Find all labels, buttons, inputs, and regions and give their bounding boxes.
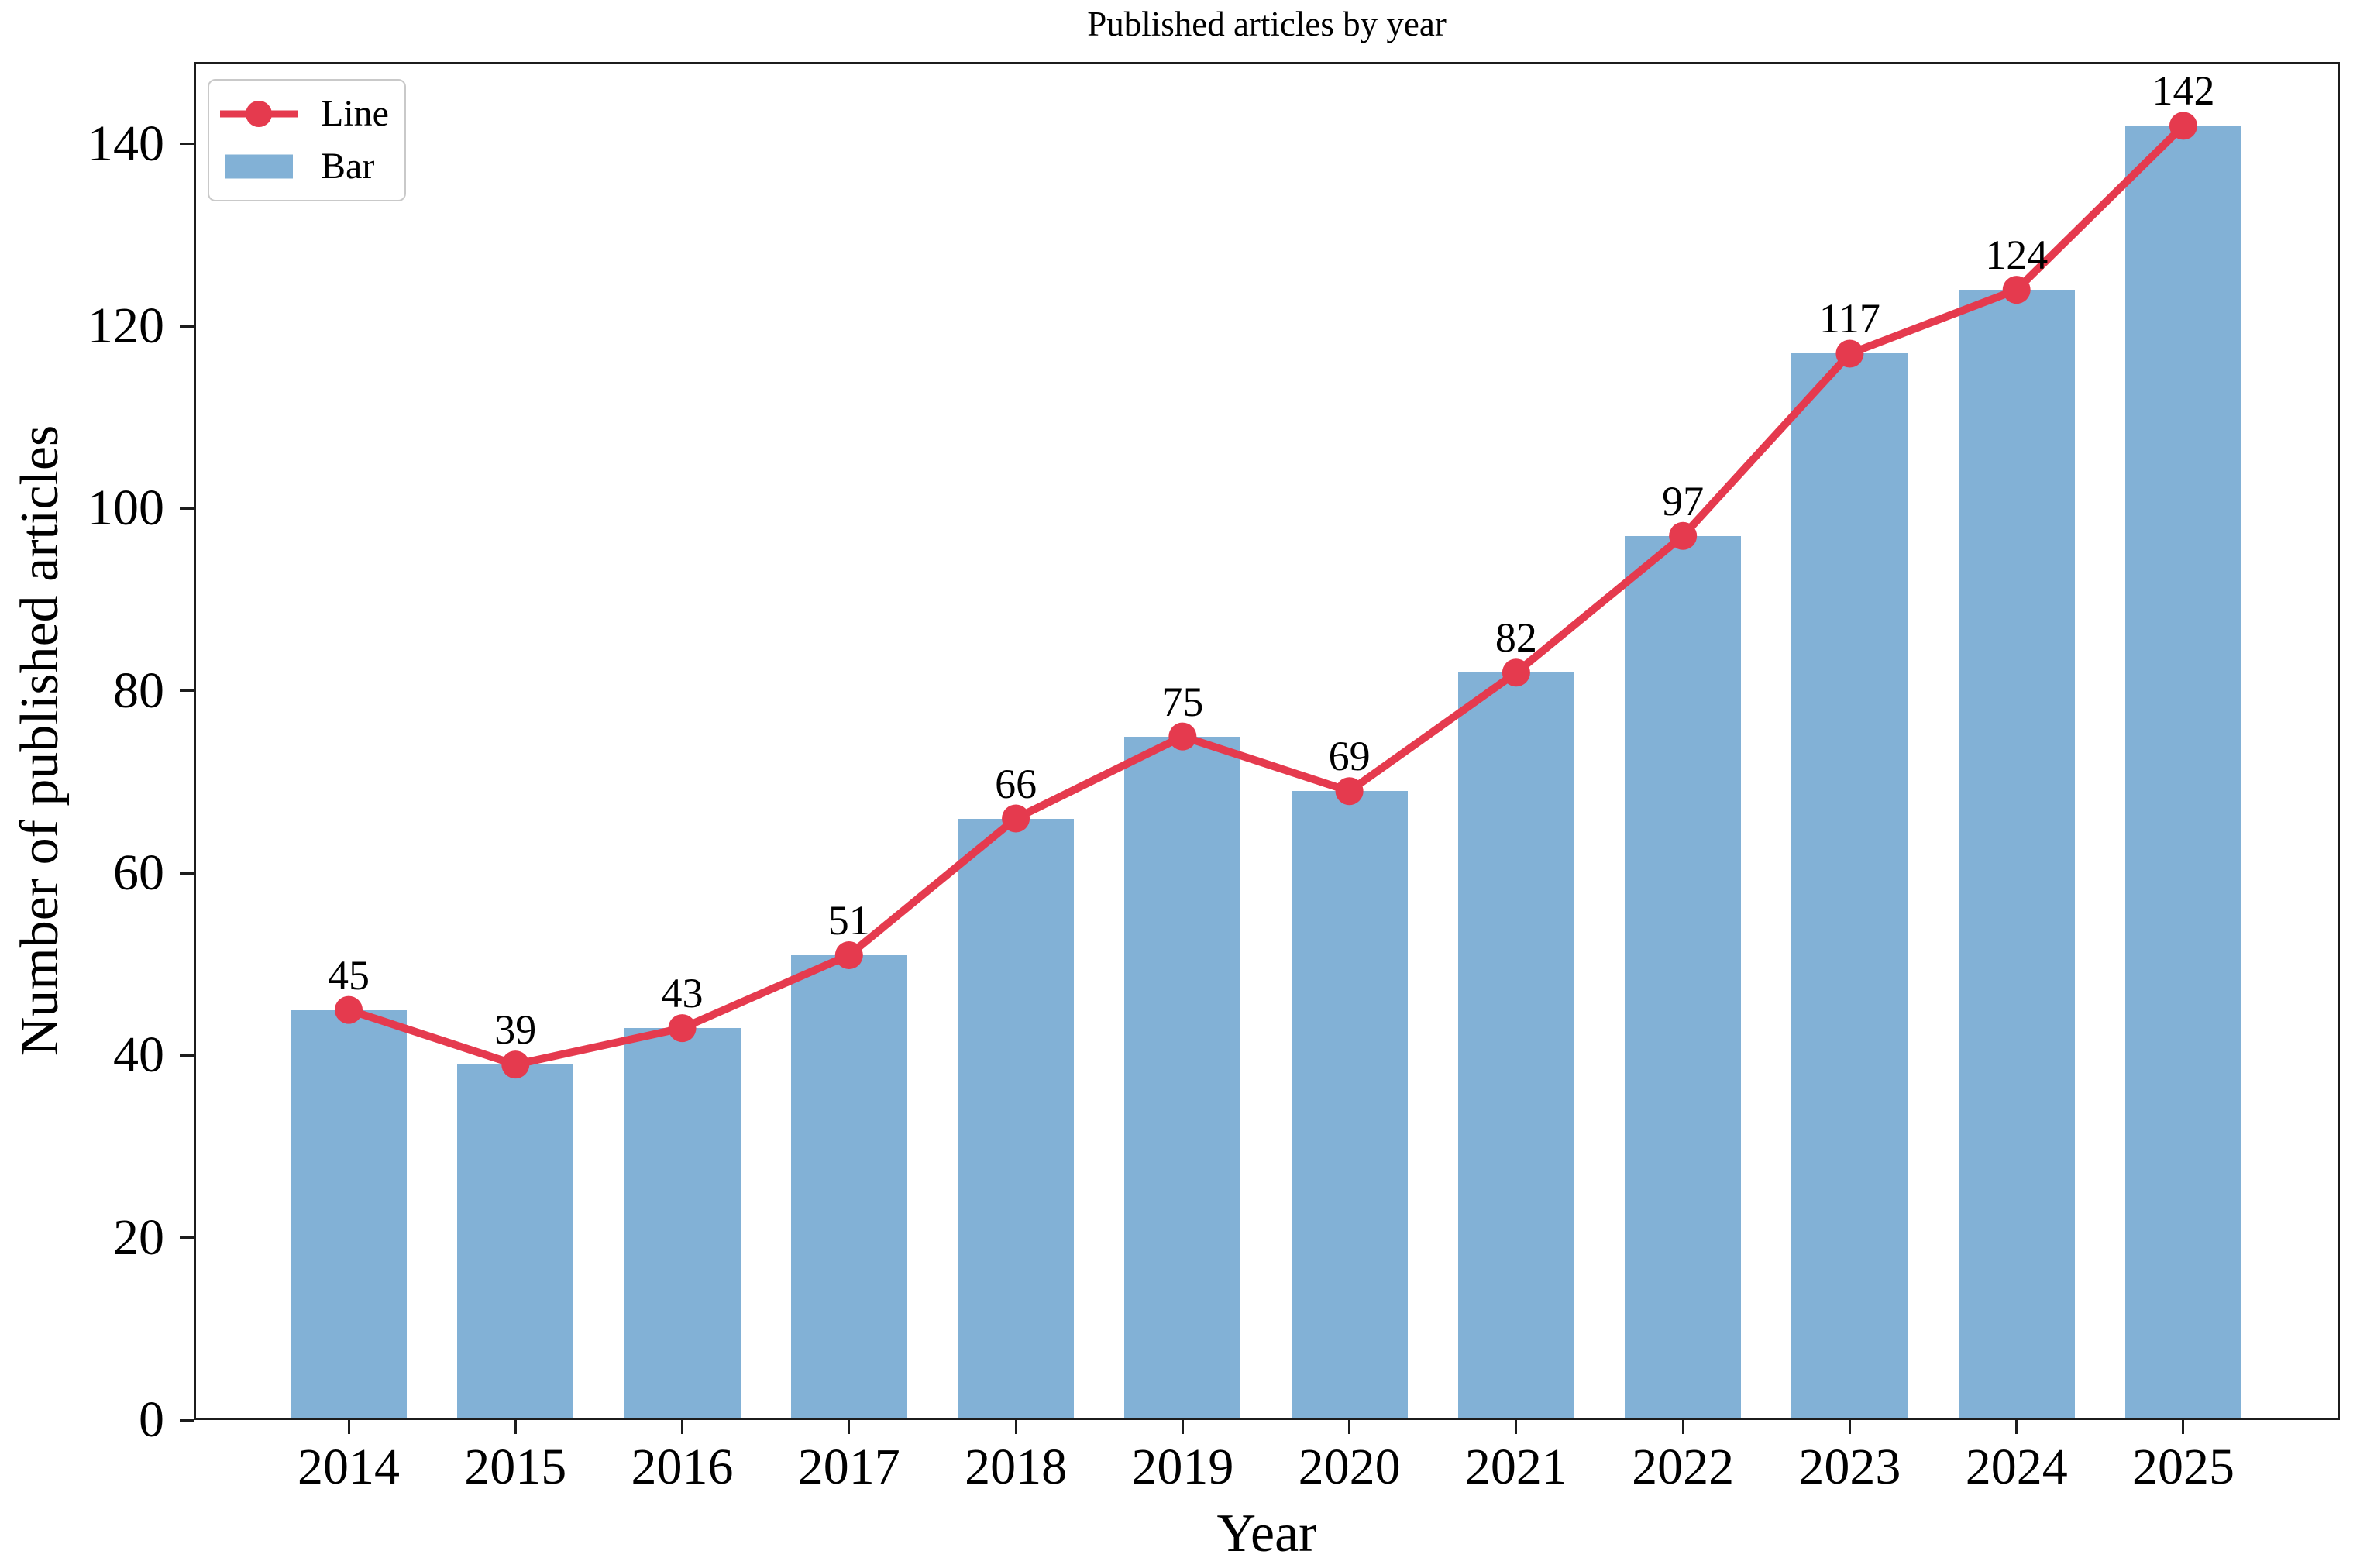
plot-border bbox=[194, 62, 2340, 1420]
x-tick-label-2021: 2021 bbox=[1464, 1439, 1567, 1495]
chart-title: Published articles by year bbox=[1087, 5, 1447, 43]
bar-2023 bbox=[1791, 353, 1908, 1420]
legend-label-line: Line bbox=[321, 93, 389, 134]
bar-2022 bbox=[1625, 535, 1742, 1420]
x-tick-label-2017: 2017 bbox=[797, 1439, 900, 1495]
y-tick-label-60: 60 bbox=[113, 844, 164, 902]
y-tick-mark-20 bbox=[180, 1236, 194, 1240]
x-tick-label-2016: 2016 bbox=[631, 1439, 734, 1495]
bar-2015 bbox=[457, 1064, 574, 1420]
legend-marker-icon bbox=[246, 101, 272, 127]
data-label-2018: 66 bbox=[995, 760, 1037, 807]
y-tick-label-80: 80 bbox=[113, 662, 164, 719]
legend-item-line: Line bbox=[220, 90, 389, 138]
x-tick-label-2014: 2014 bbox=[298, 1439, 400, 1495]
legend-line-sample bbox=[220, 98, 298, 129]
line-series bbox=[345, 122, 2187, 1069]
x-tick-mark-2019 bbox=[1181, 1420, 1184, 1434]
x-tick-mark-2024 bbox=[2015, 1420, 2018, 1434]
data-label-2017: 51 bbox=[827, 896, 870, 944]
line-marker-2018 bbox=[1002, 804, 1030, 833]
line-marker-2023 bbox=[1835, 339, 1864, 368]
data-label-2021: 82 bbox=[1495, 614, 1537, 662]
bar-2017 bbox=[790, 954, 907, 1420]
bar-2019 bbox=[1124, 736, 1241, 1420]
y-tick-label-120: 120 bbox=[88, 297, 164, 355]
line-marker-2020 bbox=[1335, 777, 1364, 806]
x-tick-label-2015: 2015 bbox=[464, 1439, 567, 1495]
bar-2014 bbox=[291, 1009, 407, 1420]
line-marker-2014 bbox=[335, 995, 363, 1024]
legend: Line Bar bbox=[208, 79, 406, 201]
y-tick-mark-140 bbox=[180, 143, 194, 146]
bar-2021 bbox=[1457, 672, 1574, 1420]
y-tick-label-0: 0 bbox=[139, 1391, 164, 1448]
x-tick-label-2018: 2018 bbox=[965, 1439, 1068, 1495]
data-label-2023: 117 bbox=[1818, 295, 1880, 342]
legend-item-bar: Bar bbox=[220, 143, 389, 191]
x-tick-mark-2016 bbox=[681, 1420, 684, 1434]
y-tick-mark-40 bbox=[180, 1054, 194, 1057]
x-tick-mark-2014 bbox=[347, 1420, 350, 1434]
line-marker-2024 bbox=[2002, 276, 2031, 304]
x-tick-label-2020: 2020 bbox=[1298, 1439, 1401, 1495]
y-tick-mark-0 bbox=[180, 1418, 194, 1422]
line-marker-2015 bbox=[501, 1050, 530, 1079]
x-tick-label-2024: 2024 bbox=[1965, 1439, 2068, 1495]
bar-2018 bbox=[958, 818, 1075, 1420]
data-label-2022: 97 bbox=[1662, 477, 1705, 524]
data-label-2020: 69 bbox=[1328, 733, 1371, 780]
line-marker-2022 bbox=[1669, 521, 1698, 550]
x-tick-mark-2020 bbox=[1348, 1420, 1351, 1434]
y-tick-label-40: 40 bbox=[113, 1026, 164, 1084]
x-tick-label-2023: 2023 bbox=[1798, 1439, 1901, 1495]
data-label-2015: 39 bbox=[494, 1006, 537, 1054]
data-label-2019: 75 bbox=[1161, 678, 1204, 725]
line-marker-2021 bbox=[1502, 658, 1530, 687]
line-marker-2017 bbox=[834, 940, 863, 969]
x-tick-mark-2017 bbox=[848, 1420, 851, 1434]
data-label-2025: 142 bbox=[2152, 67, 2215, 115]
line-marker-2016 bbox=[668, 1014, 697, 1043]
data-label-2014: 45 bbox=[328, 951, 370, 999]
x-tick-label-2025: 2025 bbox=[2131, 1439, 2234, 1495]
x-axis-title: Year bbox=[1216, 1504, 1317, 1563]
x-tick-label-2022: 2022 bbox=[1632, 1439, 1735, 1495]
bar-2020 bbox=[1291, 791, 1408, 1420]
y-tick-mark-100 bbox=[180, 507, 194, 510]
y-tick-label-140: 140 bbox=[88, 115, 164, 172]
y-tick-label-100: 100 bbox=[88, 480, 164, 537]
bar-2016 bbox=[624, 1028, 741, 1420]
legend-label-bar: Bar bbox=[321, 146, 375, 187]
x-tick-mark-2022 bbox=[1681, 1420, 1684, 1434]
bar-2025 bbox=[2124, 126, 2241, 1420]
data-label-2016: 43 bbox=[661, 970, 704, 1017]
line-series-layer bbox=[194, 62, 2340, 1420]
x-tick-mark-2018 bbox=[1014, 1420, 1017, 1434]
y-tick-mark-120 bbox=[180, 325, 194, 328]
y-tick-mark-60 bbox=[180, 872, 194, 875]
x-tick-label-2019: 2019 bbox=[1131, 1439, 1234, 1495]
legend-bar-swatch-icon bbox=[225, 154, 293, 179]
line-marker-2019 bbox=[1168, 722, 1197, 751]
line-marker-2025 bbox=[2169, 112, 2197, 140]
plot-area: 45 39 43 51 66 75 69 82 97 117 124 142 bbox=[194, 62, 2340, 1420]
x-tick-mark-2025 bbox=[2182, 1420, 2185, 1434]
y-tick-mark-80 bbox=[180, 689, 194, 693]
y-tick-label-20: 20 bbox=[113, 1209, 164, 1266]
bar-2024 bbox=[1958, 290, 2075, 1420]
x-tick-mark-2015 bbox=[514, 1420, 517, 1434]
data-label-2024: 124 bbox=[1985, 232, 2049, 279]
x-tick-mark-2021 bbox=[1515, 1420, 1518, 1434]
x-tick-mark-2023 bbox=[1848, 1420, 1851, 1434]
legend-bar-sample bbox=[220, 151, 298, 182]
